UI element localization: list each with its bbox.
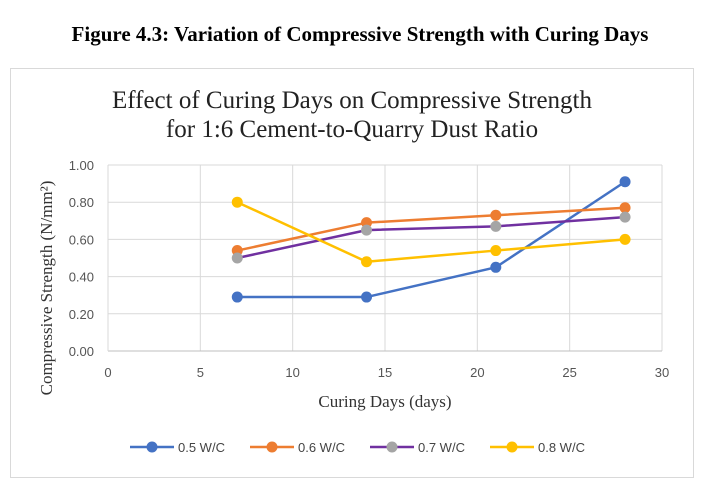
series-points — [231, 176, 631, 303]
legend-label: 0.5 W/C — [178, 440, 225, 455]
y-tick-label: 0.40 — [69, 270, 94, 285]
data-point — [619, 202, 631, 214]
y-tick-label: 0.00 — [69, 344, 94, 359]
y-tick-label: 0.20 — [69, 307, 94, 322]
legend-label: 0.7 W/C — [418, 440, 465, 455]
series-line — [237, 215, 626, 260]
y-axis-title: Compressive Strength (N/mm²) — [37, 181, 56, 396]
data-point — [619, 233, 631, 245]
legend-marker — [506, 441, 518, 453]
chart-title: Effect of Curing Days on Compressive Str… — [112, 87, 593, 143]
legend-marker — [146, 441, 158, 453]
y-tick-label: 0.80 — [69, 195, 94, 210]
x-axis-title: Curing Days (days) — [318, 392, 451, 411]
data-point — [619, 211, 631, 223]
x-tick-label: 30 — [655, 365, 669, 380]
x-tick-label: 20 — [470, 365, 484, 380]
x-tick-label: 5 — [197, 365, 204, 380]
legend-marker — [386, 441, 398, 453]
data-point — [231, 291, 243, 303]
series-line — [237, 180, 626, 299]
gridlines — [108, 164, 663, 351]
figure-caption: Figure 4.3: Variation of Compressive Str… — [71, 22, 649, 46]
data-point — [361, 256, 373, 268]
data-point — [231, 196, 243, 208]
data-point — [231, 252, 243, 264]
legend-marker — [266, 441, 278, 453]
series-lines — [236, 180, 626, 299]
x-tick-label: 10 — [285, 365, 299, 380]
x-tick-label: 25 — [562, 365, 576, 380]
axes: 0.00 0.20 0.40 0.60 0.80 1.00 0 5 10 15 20 25 30 Curi… — [37, 158, 669, 411]
data-point — [490, 209, 502, 221]
y-tick-label: 1.00 — [69, 158, 94, 173]
chart-title-line: Effect of Curing Days on Compressive Str… — [112, 87, 593, 114]
data-point — [619, 176, 631, 188]
data-point — [490, 245, 502, 257]
legend-label: 0.8 W/C — [538, 440, 585, 455]
x-tick-label: 0 — [104, 365, 111, 380]
data-point — [490, 261, 502, 273]
data-point — [490, 220, 502, 232]
chart-frame — [10, 68, 694, 478]
legend: 0.5 W/C 0.6 W/C 0.7 W/C 0.8 W/C — [130, 440, 585, 455]
y-tick-label: 0.60 — [69, 232, 94, 247]
series-line — [236, 201, 626, 263]
legend-label: 0.6 W/C — [298, 440, 345, 455]
x-tick-label: 15 — [378, 365, 392, 380]
data-point — [361, 224, 373, 236]
data-point — [361, 291, 373, 303]
series-line — [237, 206, 626, 252]
chart-title-line: for 1:6 Cement-to-Quarry Dust Ratio — [166, 116, 538, 143]
